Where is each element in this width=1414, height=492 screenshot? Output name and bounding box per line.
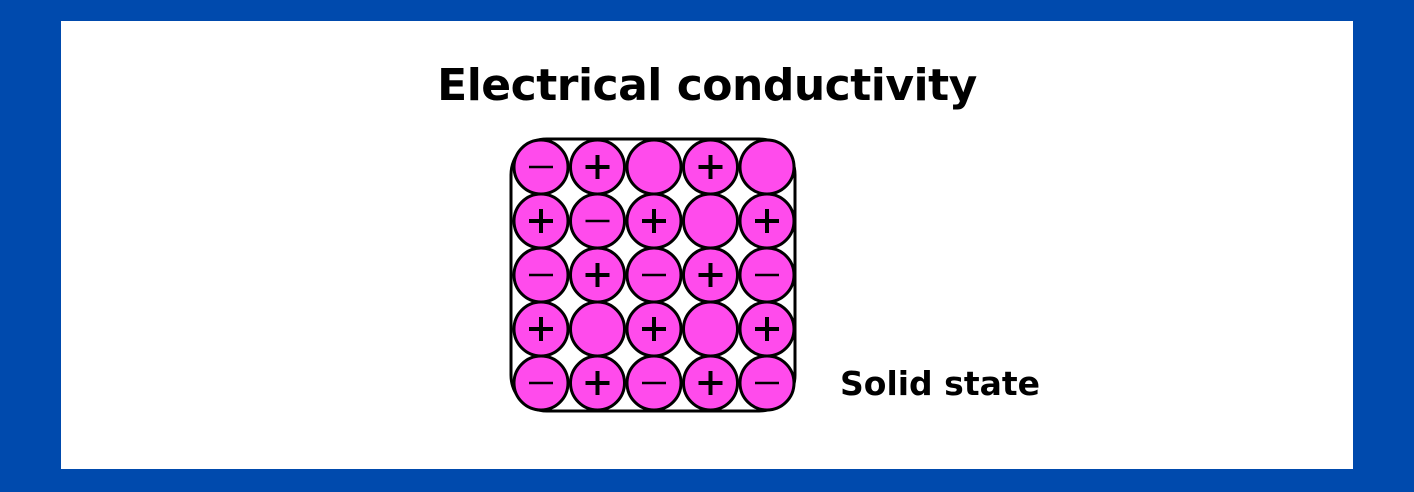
neutral-particle <box>625 138 683 196</box>
neutral-particle <box>682 300 739 358</box>
neutral-particle <box>682 192 739 250</box>
neutral-particle <box>569 300 626 358</box>
diagram-title: Electrical conductivity <box>437 60 977 111</box>
particle-grid <box>512 138 796 412</box>
neutral-particle <box>738 138 796 196</box>
solid-state-label: Solid state <box>840 364 1041 403</box>
